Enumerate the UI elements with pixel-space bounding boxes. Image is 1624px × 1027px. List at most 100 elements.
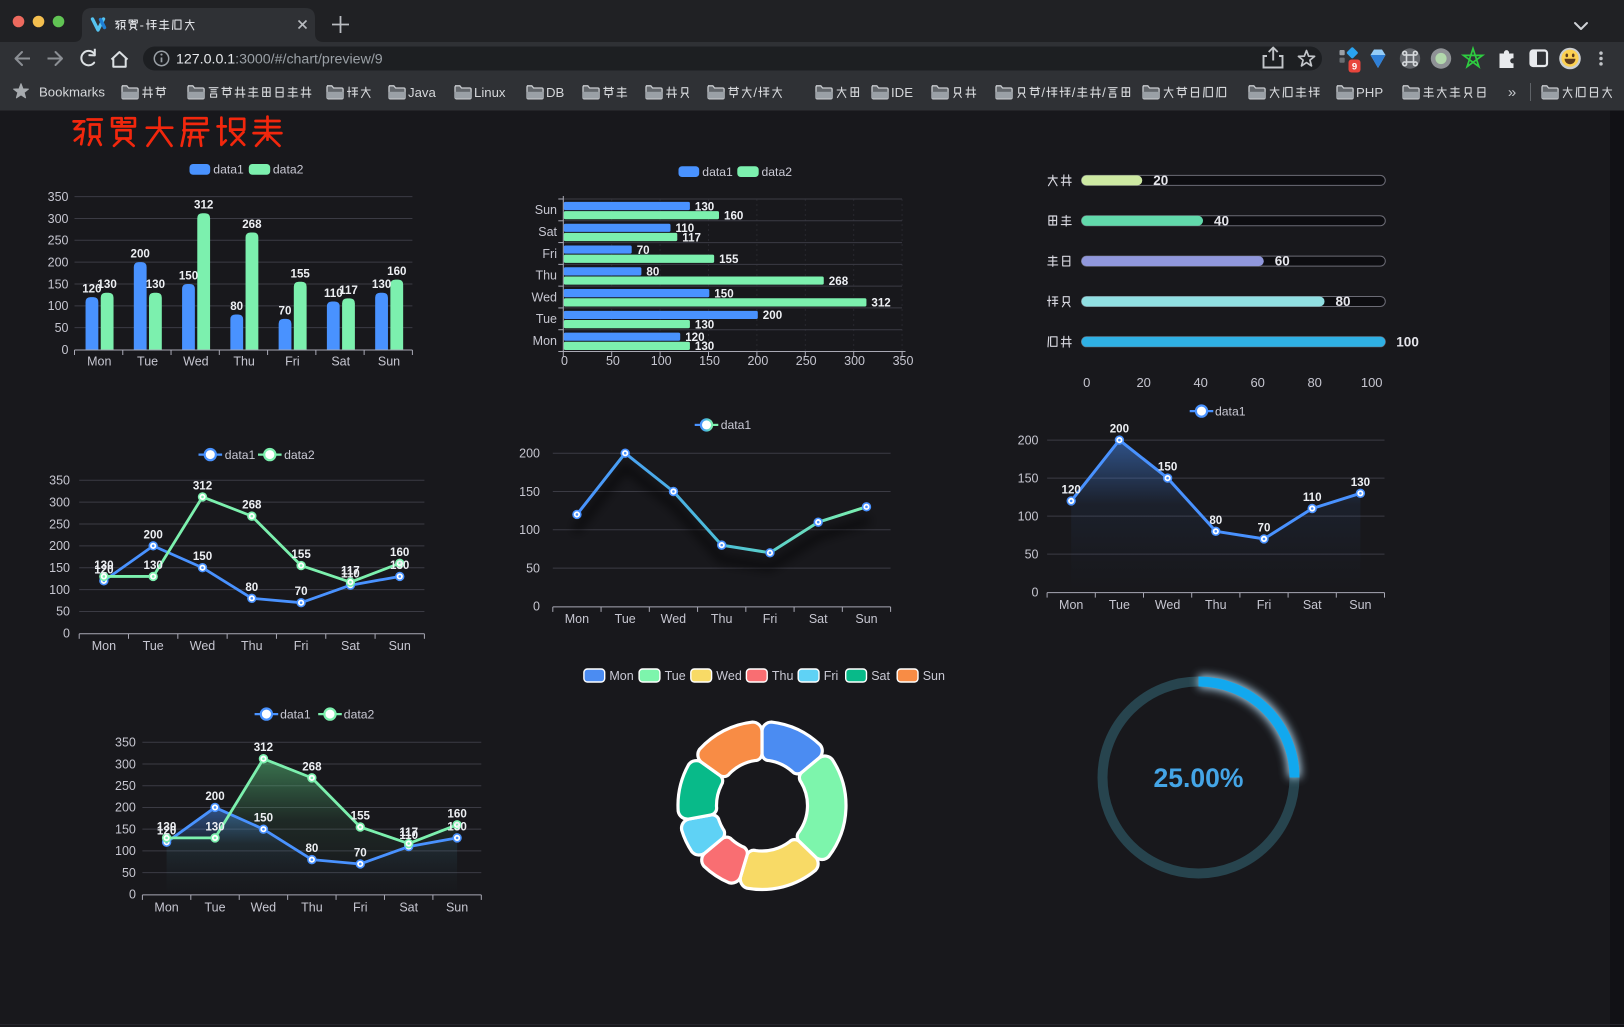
svg-text:9: 9 bbox=[1352, 61, 1357, 72]
svg-text:200: 200 bbox=[205, 790, 224, 803]
svg-text:Thu: Thu bbox=[535, 269, 557, 283]
svg-text:100: 100 bbox=[1018, 509, 1039, 523]
svg-text:312: 312 bbox=[193, 479, 212, 492]
svg-text:/: / bbox=[1102, 85, 1106, 100]
svg-text:Mon: Mon bbox=[565, 612, 589, 626]
svg-text:Sat: Sat bbox=[538, 225, 557, 239]
svg-text:120: 120 bbox=[94, 563, 113, 576]
svg-text:20: 20 bbox=[1153, 173, 1168, 188]
svg-text:250: 250 bbox=[796, 354, 817, 368]
svg-text:155: 155 bbox=[719, 253, 739, 266]
svg-text:80: 80 bbox=[305, 842, 318, 855]
svg-text:data2: data2 bbox=[762, 165, 793, 179]
svg-text:data1: data1 bbox=[721, 418, 752, 432]
svg-text:200: 200 bbox=[115, 801, 136, 815]
svg-text:150: 150 bbox=[193, 550, 212, 563]
svg-text:130: 130 bbox=[205, 820, 224, 833]
svg-text:Sun: Sun bbox=[378, 355, 400, 369]
svg-text:Sun: Sun bbox=[855, 612, 877, 626]
svg-text:80: 80 bbox=[1307, 375, 1321, 390]
svg-text:Mon: Mon bbox=[154, 901, 178, 915]
svg-text:312: 312 bbox=[194, 199, 213, 212]
svg-text:130: 130 bbox=[447, 820, 466, 833]
svg-text:Wed: Wed bbox=[661, 612, 687, 626]
svg-text:Mon: Mon bbox=[92, 639, 116, 653]
svg-text:/: / bbox=[1072, 85, 1076, 100]
svg-text:Sat: Sat bbox=[341, 639, 360, 653]
svg-text:-: - bbox=[140, 17, 144, 32]
svg-text:Linux: Linux bbox=[474, 85, 506, 100]
svg-text:Fri: Fri bbox=[285, 355, 300, 369]
svg-text:160: 160 bbox=[390, 546, 409, 559]
svg-text:80: 80 bbox=[646, 266, 659, 279]
svg-text:130: 130 bbox=[146, 278, 165, 291]
svg-text:100: 100 bbox=[48, 299, 69, 313]
svg-text:250: 250 bbox=[49, 517, 70, 531]
svg-text:100: 100 bbox=[115, 844, 136, 858]
svg-text:250: 250 bbox=[48, 234, 69, 248]
svg-text:160: 160 bbox=[387, 265, 406, 278]
svg-text:data2: data2 bbox=[273, 163, 304, 177]
svg-text:155: 155 bbox=[351, 810, 371, 823]
svg-text:200: 200 bbox=[1110, 423, 1129, 436]
svg-text:Wed: Wed bbox=[532, 290, 558, 304]
svg-text:350: 350 bbox=[49, 474, 70, 488]
svg-text:Tue: Tue bbox=[204, 901, 225, 915]
svg-text:300: 300 bbox=[115, 757, 136, 771]
svg-text:Thu: Thu bbox=[1205, 598, 1227, 612]
svg-text:Tue: Tue bbox=[536, 312, 557, 326]
svg-text:300: 300 bbox=[48, 212, 69, 226]
svg-text:268: 268 bbox=[242, 499, 262, 512]
svg-text:Wed: Wed bbox=[1155, 598, 1181, 612]
svg-text:312: 312 bbox=[871, 297, 890, 310]
svg-text:300: 300 bbox=[49, 495, 70, 509]
svg-text:25.00%: 25.00% bbox=[1154, 763, 1244, 793]
svg-text:117: 117 bbox=[682, 231, 701, 244]
svg-text:50: 50 bbox=[56, 605, 70, 619]
svg-text:Tue: Tue bbox=[137, 355, 158, 369]
svg-text:117: 117 bbox=[399, 826, 418, 839]
svg-text:70: 70 bbox=[1258, 521, 1271, 534]
svg-text:130: 130 bbox=[94, 559, 113, 572]
svg-text:155: 155 bbox=[291, 267, 311, 280]
svg-text:Wed: Wed bbox=[190, 639, 216, 653]
svg-text:0: 0 bbox=[63, 627, 70, 641]
svg-text:Thu: Thu bbox=[301, 901, 323, 915]
svg-text:data2: data2 bbox=[344, 707, 375, 721]
svg-text:200: 200 bbox=[131, 248, 150, 261]
svg-text:200: 200 bbox=[763, 309, 782, 322]
svg-text:100: 100 bbox=[651, 354, 672, 368]
svg-text:150: 150 bbox=[254, 812, 273, 825]
svg-text:Tue: Tue bbox=[615, 612, 636, 626]
svg-text:Thu: Thu bbox=[233, 355, 255, 369]
svg-text:60: 60 bbox=[1250, 375, 1264, 390]
svg-text:70: 70 bbox=[295, 585, 308, 598]
svg-text:Fri: Fri bbox=[824, 669, 839, 683]
svg-text:40: 40 bbox=[1214, 213, 1229, 228]
svg-text:Sun: Sun bbox=[1349, 598, 1371, 612]
svg-text:50: 50 bbox=[1025, 547, 1039, 561]
svg-text:data1: data1 bbox=[225, 448, 256, 462]
svg-text:0: 0 bbox=[561, 354, 568, 368]
svg-text:data1: data1 bbox=[1215, 404, 1246, 418]
svg-text:50: 50 bbox=[122, 866, 136, 880]
svg-text:Fri: Fri bbox=[763, 612, 778, 626]
svg-text:110: 110 bbox=[399, 829, 418, 842]
svg-text:Sat: Sat bbox=[871, 669, 890, 683]
svg-text:100: 100 bbox=[49, 583, 70, 597]
svg-text:200: 200 bbox=[48, 255, 69, 269]
svg-text:70: 70 bbox=[354, 847, 367, 860]
svg-text:312: 312 bbox=[254, 741, 273, 754]
svg-text:0: 0 bbox=[1083, 375, 1090, 390]
svg-text:0: 0 bbox=[62, 343, 69, 357]
svg-text:150: 150 bbox=[49, 561, 70, 575]
svg-text:70: 70 bbox=[279, 304, 292, 317]
svg-text:150: 150 bbox=[519, 485, 540, 499]
svg-text:120: 120 bbox=[685, 331, 704, 344]
svg-text:130: 130 bbox=[372, 278, 391, 291]
svg-text:200: 200 bbox=[747, 354, 768, 368]
svg-text:100: 100 bbox=[1396, 334, 1419, 349]
svg-text:Fri: Fri bbox=[1257, 598, 1272, 612]
svg-text:80: 80 bbox=[230, 300, 243, 313]
svg-text:80: 80 bbox=[245, 581, 258, 594]
